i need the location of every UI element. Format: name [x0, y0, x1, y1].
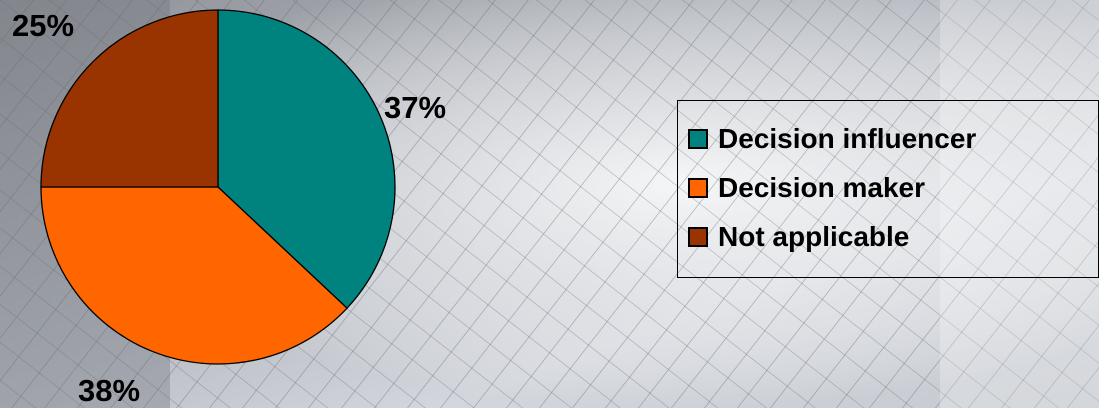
pie-slice-decision-maker: [40, 186, 348, 365]
slice-label-decision-maker: 38%: [78, 373, 141, 408]
legend-swatch-decision-maker: [688, 178, 708, 198]
legend-label-not-applicable: Not applicable: [718, 221, 910, 252]
legend-item-not-applicable: Not applicable: [688, 217, 909, 257]
legend: Decision influencer Decision maker Not app…: [677, 100, 1099, 278]
pie-chart: [40, 9, 396, 365]
legend-item-decision-influencer: Decision influencer: [688, 119, 976, 159]
legend-label-decision-influencer: Decision influencer: [718, 123, 977, 154]
slice-label-decision-influencer: 37%: [384, 90, 447, 125]
pie-slice-decision-influencer: [217, 9, 396, 310]
slice-label-not-applicable: 25%: [12, 8, 75, 43]
legend-swatch-not-applicable: [688, 227, 708, 247]
legend-swatch-decision-influencer: [688, 129, 708, 149]
pie-slice-not-applicable: [40, 9, 219, 188]
legend-label-decision-maker: Decision maker: [718, 172, 925, 203]
legend-item-decision-maker: Decision maker: [688, 168, 925, 208]
